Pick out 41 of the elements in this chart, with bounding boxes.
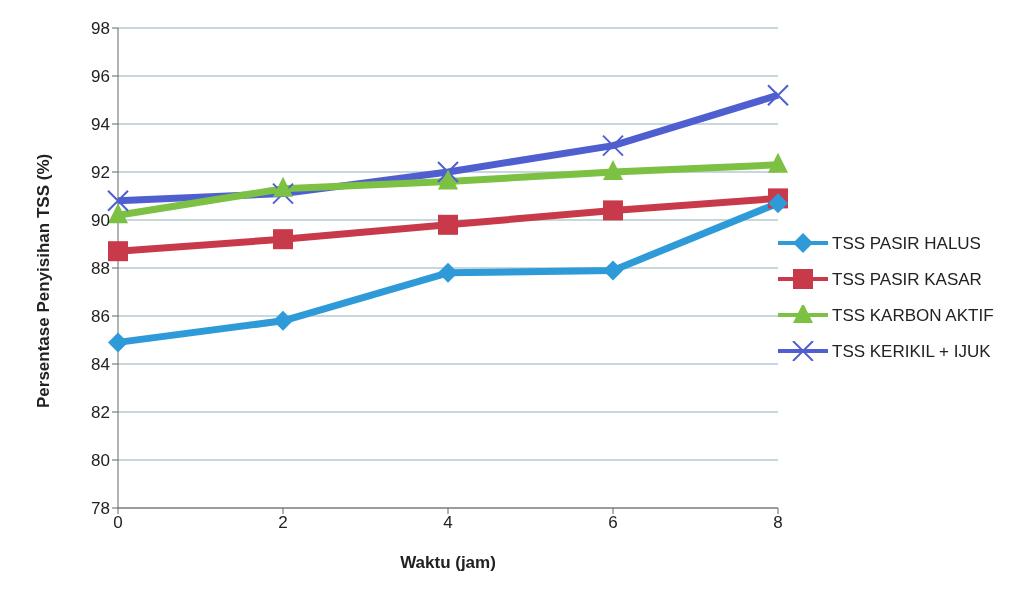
point — [603, 260, 623, 281]
point — [602, 134, 624, 157]
y-tick-label: 86 — [91, 307, 110, 327]
y-tick-label: 98 — [91, 19, 110, 39]
point — [437, 161, 459, 183]
point — [273, 310, 293, 331]
point — [768, 152, 788, 173]
x-tick-label: 0 — [113, 513, 123, 533]
point — [438, 262, 458, 283]
point — [603, 160, 623, 180]
y-tick-label: 84 — [91, 355, 110, 375]
legend-label: TSS PASIR HALUS — [832, 233, 981, 255]
y-tick-label: 78 — [91, 499, 110, 519]
x-tick-label: 8 — [773, 513, 783, 533]
y-tick-label: 92 — [91, 163, 110, 183]
point — [767, 84, 789, 107]
point — [273, 229, 293, 250]
point — [108, 241, 128, 262]
point — [438, 214, 458, 235]
y-tick-label: 94 — [91, 115, 110, 135]
legend-label: TSS KARBON AKTIF — [832, 305, 994, 327]
point — [108, 203, 128, 224]
x-tick-label: 2 — [278, 513, 288, 533]
point — [273, 176, 293, 197]
x-tick-label: 4 — [443, 513, 453, 533]
y-tick-label: 88 — [91, 259, 110, 279]
point — [768, 193, 788, 214]
legend-label: TSS PASIR KASAR — [832, 269, 982, 291]
x-axis-title: Waktu (jam) — [400, 553, 496, 572]
x-tick-label: 6 — [608, 513, 618, 533]
y-axis-title: Persentase Penyisihan TSS (%) — [34, 153, 54, 408]
y-tick-label: 96 — [91, 67, 110, 87]
y-tick-label: 90 — [91, 211, 110, 231]
legend-label: TSS KERIKIL + IJUK — [832, 341, 991, 363]
point — [107, 189, 129, 212]
y-tick-label: 82 — [91, 403, 110, 423]
point — [108, 332, 128, 353]
y-tick-label: 80 — [91, 451, 110, 471]
point — [272, 182, 294, 205]
point — [603, 200, 623, 221]
point — [438, 169, 458, 190]
